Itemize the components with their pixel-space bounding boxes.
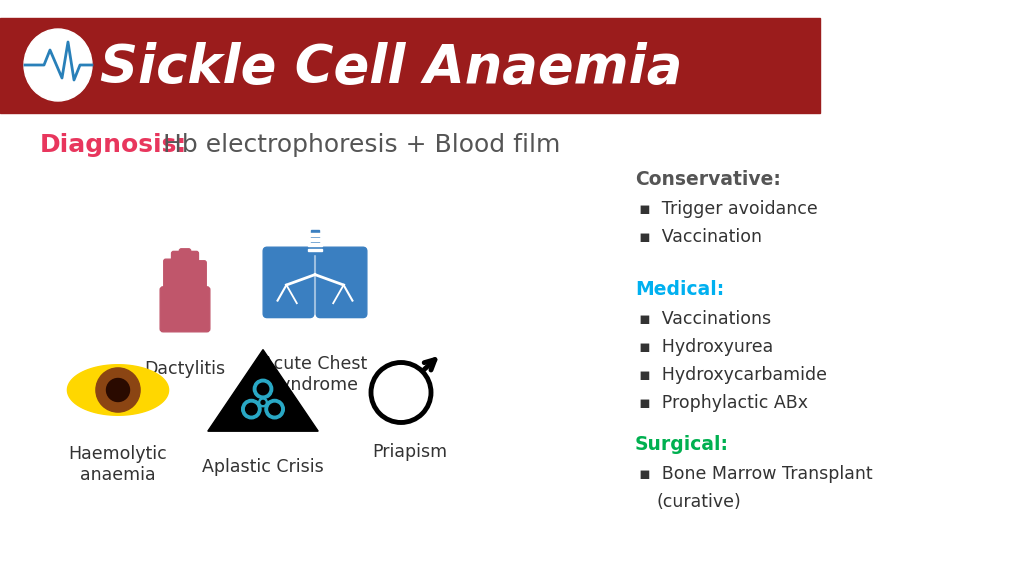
FancyBboxPatch shape [160, 287, 210, 332]
Text: Medical:: Medical: [635, 280, 724, 299]
Text: Diagnosis:: Diagnosis: [40, 133, 187, 157]
Circle shape [257, 383, 268, 395]
Circle shape [246, 403, 257, 415]
FancyBboxPatch shape [187, 251, 199, 292]
Text: ▪  Vaccinations: ▪ Vaccinations [639, 310, 771, 328]
Bar [308, 244, 323, 247]
Circle shape [265, 399, 285, 419]
FancyBboxPatch shape [172, 251, 183, 292]
Text: Conservative:: Conservative: [635, 170, 781, 189]
Text: ▪  Vaccination: ▪ Vaccination [639, 228, 762, 246]
FancyBboxPatch shape [164, 259, 175, 292]
Text: Priapism: Priapism [373, 443, 447, 461]
Text: ▪  Hydroxyurea: ▪ Hydroxyurea [639, 338, 773, 356]
Text: Sickle Cell Anaemia: Sickle Cell Anaemia [100, 42, 682, 94]
Circle shape [106, 378, 129, 401]
Bar [308, 249, 323, 252]
Ellipse shape [24, 29, 92, 101]
FancyBboxPatch shape [263, 247, 313, 317]
Circle shape [261, 400, 265, 404]
Polygon shape [68, 365, 169, 415]
Text: Surgical:: Surgical: [635, 435, 729, 454]
Text: Acute Chest
syndrome: Acute Chest syndrome [262, 355, 368, 394]
Text: ▪  Hydroxycarbamide: ▪ Hydroxycarbamide [639, 366, 827, 384]
Bar [308, 233, 323, 236]
Circle shape [96, 368, 140, 412]
Bar [311, 230, 319, 254]
Text: Hb electrophoresis + Blood film: Hb electrophoresis + Blood film [155, 133, 560, 157]
Polygon shape [208, 350, 318, 431]
Text: Haemolytic
anaemia: Haemolytic anaemia [69, 445, 167, 484]
Text: ▪  Trigger avoidance: ▪ Trigger avoidance [639, 200, 818, 218]
FancyBboxPatch shape [195, 261, 206, 292]
Circle shape [259, 398, 267, 407]
Circle shape [269, 403, 281, 415]
Text: ▪  Prophylactic ABx: ▪ Prophylactic ABx [639, 394, 808, 412]
Circle shape [242, 399, 261, 419]
Text: Dactylitis: Dactylitis [144, 360, 225, 378]
Text: (curative): (curative) [657, 493, 741, 511]
Circle shape [253, 379, 272, 399]
Text: ▪  Bone Marrow Transplant: ▪ Bone Marrow Transplant [639, 465, 872, 483]
FancyBboxPatch shape [316, 247, 367, 317]
Text: Aplastic Crisis: Aplastic Crisis [202, 458, 324, 476]
Bar [0, 18, 820, 113]
Bar [308, 238, 323, 241]
FancyBboxPatch shape [179, 249, 190, 292]
